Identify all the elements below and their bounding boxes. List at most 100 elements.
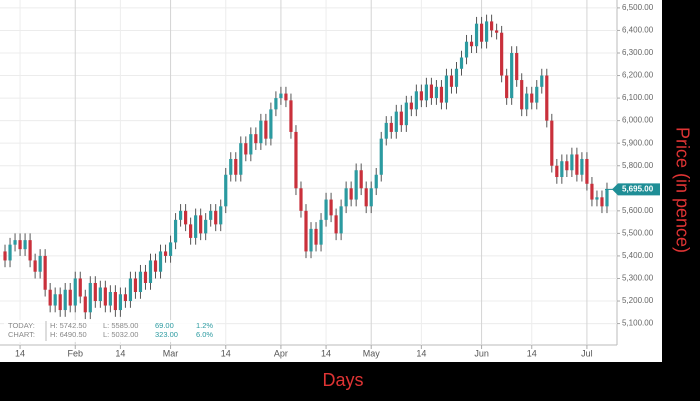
candle-body [560, 161, 564, 178]
y-tick-label: 6,500.00 [622, 3, 654, 12]
candle-body [495, 30, 499, 33]
x-tick-label: 14 [321, 348, 331, 358]
candle-body [289, 100, 293, 132]
candle-body [464, 41, 469, 58]
candle-body [399, 111, 403, 126]
candle-body [194, 215, 198, 238]
candle-body [279, 93, 283, 99]
candle-body [103, 287, 107, 306]
candle-body [565, 161, 569, 171]
candle-body [63, 289, 67, 311]
candle-body [299, 188, 303, 211]
x-tick-label: 14 [527, 348, 537, 358]
candle-body [339, 206, 343, 234]
candle-body [324, 199, 328, 220]
candle-body [148, 260, 153, 283]
candle-body [239, 143, 243, 175]
candle-body [394, 111, 398, 132]
x-tick-label: May [363, 348, 381, 358]
candle-body [530, 93, 534, 103]
candle-body [570, 154, 574, 171]
stats-label: TODAY: [8, 321, 35, 330]
candle-body [369, 188, 373, 207]
y-tick-label: 6,100.00 [622, 93, 654, 102]
y-tick-label: 5,200.00 [622, 296, 654, 305]
stats-box [4, 320, 216, 342]
x-tick-label: Apr [274, 348, 288, 358]
stats-high: H: 5742.50 [50, 321, 87, 330]
candle-body [454, 68, 459, 87]
candle-body [23, 240, 27, 250]
candle-body [128, 278, 133, 302]
y-tick-label: 6,300.00 [622, 48, 654, 57]
y-tick-label: 5,500.00 [622, 228, 654, 237]
candle-body [444, 75, 449, 103]
candle-body [605, 189, 609, 207]
candle-body [83, 296, 87, 313]
x-tick-label: Mar [163, 348, 179, 358]
candle-body [520, 80, 524, 110]
candle-body [73, 278, 77, 306]
y-tick-label: 5,300.00 [622, 274, 654, 283]
y-tick-label: 5,800.00 [622, 161, 654, 170]
candle-body [3, 251, 7, 261]
candle-body [178, 210, 183, 220]
candle-body [424, 84, 428, 101]
candle-body [68, 289, 72, 306]
stats-percent: 6.0% [196, 330, 213, 339]
candle-body [224, 174, 228, 207]
x-tick-label: Jul [581, 348, 593, 358]
candle-body [264, 120, 268, 139]
candle-body [314, 228, 318, 245]
candle-body [254, 134, 258, 144]
candle-body [590, 183, 594, 200]
candle-body [500, 32, 504, 76]
candle-body [209, 210, 213, 220]
candle-body [389, 122, 393, 132]
candle-body [259, 120, 263, 144]
candle-body [133, 278, 138, 293]
candle-body [13, 240, 17, 245]
candle-body [88, 282, 92, 313]
candle-body [459, 57, 464, 69]
y-tick-label: 5,900.00 [622, 138, 654, 147]
candle-body [379, 138, 383, 175]
x-tick-label: Jun [474, 348, 489, 358]
candle-body [525, 93, 529, 110]
x-tick-label: 14 [15, 348, 25, 358]
candle-body [43, 255, 47, 290]
candle-body [540, 75, 544, 87]
candle-body [33, 260, 37, 272]
candle-body [249, 134, 253, 155]
plot-background [0, 0, 662, 362]
candle-body [550, 120, 554, 166]
candle-body [304, 210, 308, 252]
candle-body [38, 255, 42, 272]
x-tick-label: 14 [115, 348, 125, 358]
y-tick-label: 5,600.00 [622, 206, 654, 215]
candle-body [48, 289, 52, 306]
candle-body [434, 86, 439, 99]
y-tick-label: 6,400.00 [622, 26, 654, 35]
candle-body [364, 188, 368, 207]
last-price-tag [612, 183, 660, 196]
candle-body [244, 143, 248, 155]
y-axis-title: Price (in pence) [672, 127, 692, 253]
candle-body [354, 170, 358, 200]
candle-body [404, 102, 408, 126]
candle-body [409, 102, 413, 110]
candle-body [234, 158, 238, 175]
candle-body [384, 122, 388, 139]
candle-body [58, 294, 62, 311]
candle-body [204, 219, 208, 234]
candle-body [189, 224, 193, 238]
candle-body [184, 210, 188, 225]
candle-body [585, 158, 589, 184]
candle-body [545, 75, 549, 121]
stats-percent: 1.2% [196, 321, 213, 330]
candle-body [319, 219, 323, 245]
candle-body [329, 199, 333, 216]
candle-body [575, 154, 579, 175]
candle-body [219, 206, 223, 225]
candle-body [505, 75, 509, 99]
